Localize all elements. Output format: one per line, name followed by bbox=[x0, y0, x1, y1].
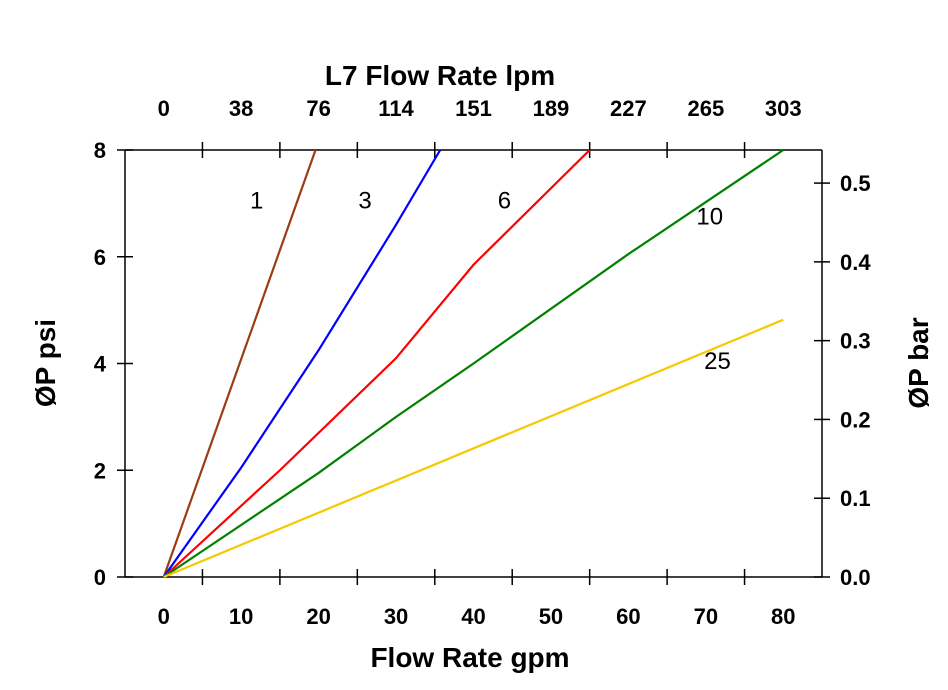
y2-tick-label: 0.1 bbox=[840, 486, 871, 511]
x2-tick-label: 151 bbox=[455, 96, 492, 121]
x2-tick-label: 0 bbox=[158, 96, 170, 121]
x2-tick-label: 38 bbox=[229, 96, 253, 121]
x-tick-label: 50 bbox=[539, 604, 563, 629]
x2-tick-label: 114 bbox=[378, 96, 414, 121]
series-label-6: 6 bbox=[498, 188, 511, 215]
series-line-6 bbox=[162, 149, 591, 578]
x-tick-label: 60 bbox=[616, 604, 640, 629]
y2-tick-label: 0.2 bbox=[840, 407, 871, 432]
y-tick-label: 8 bbox=[94, 138, 106, 163]
series-line-1 bbox=[162, 149, 317, 578]
x-tick-label: 80 bbox=[771, 604, 795, 629]
x2-tick-label: 265 bbox=[687, 96, 724, 121]
y2-tick-label: 0.0 bbox=[840, 565, 871, 590]
top-axis-title: L7 Flow Rate lpm bbox=[325, 60, 555, 91]
series-label-25: 25 bbox=[704, 348, 731, 375]
y-tick-label: 0 bbox=[94, 565, 106, 590]
y2-tick-label: 0.5 bbox=[840, 171, 871, 196]
y2-tick-label: 0.3 bbox=[840, 329, 871, 354]
x-tick-label: 30 bbox=[384, 604, 408, 629]
bottom-axis-title: Flow Rate gpm bbox=[370, 642, 569, 673]
series-label-1: 1 bbox=[250, 188, 263, 215]
left-axis-title: ØP psi bbox=[30, 319, 61, 407]
y-tick-label: 6 bbox=[94, 245, 106, 270]
y-tick-label: 2 bbox=[94, 458, 106, 483]
series-line-10 bbox=[163, 149, 784, 578]
x-tick-label: 0 bbox=[158, 604, 170, 629]
x-tick-label: 70 bbox=[694, 604, 718, 629]
x-tick-label: 10 bbox=[229, 604, 253, 629]
y2-tick-label: 0.4 bbox=[840, 250, 871, 275]
series-label-10: 10 bbox=[696, 204, 723, 231]
right-axis-title: ØP bar bbox=[903, 317, 934, 408]
x2-tick-label: 227 bbox=[610, 96, 647, 121]
series-line-3 bbox=[162, 149, 442, 578]
y-tick-label: 4 bbox=[94, 352, 107, 377]
x2-tick-label: 76 bbox=[306, 96, 330, 121]
x2-tick-label: 189 bbox=[533, 96, 570, 121]
series-line-25 bbox=[163, 318, 784, 579]
x2-tick-label: 303 bbox=[765, 96, 802, 121]
series-label-3: 3 bbox=[358, 188, 371, 215]
x-tick-label: 40 bbox=[461, 604, 485, 629]
x-tick-label: 20 bbox=[306, 604, 330, 629]
